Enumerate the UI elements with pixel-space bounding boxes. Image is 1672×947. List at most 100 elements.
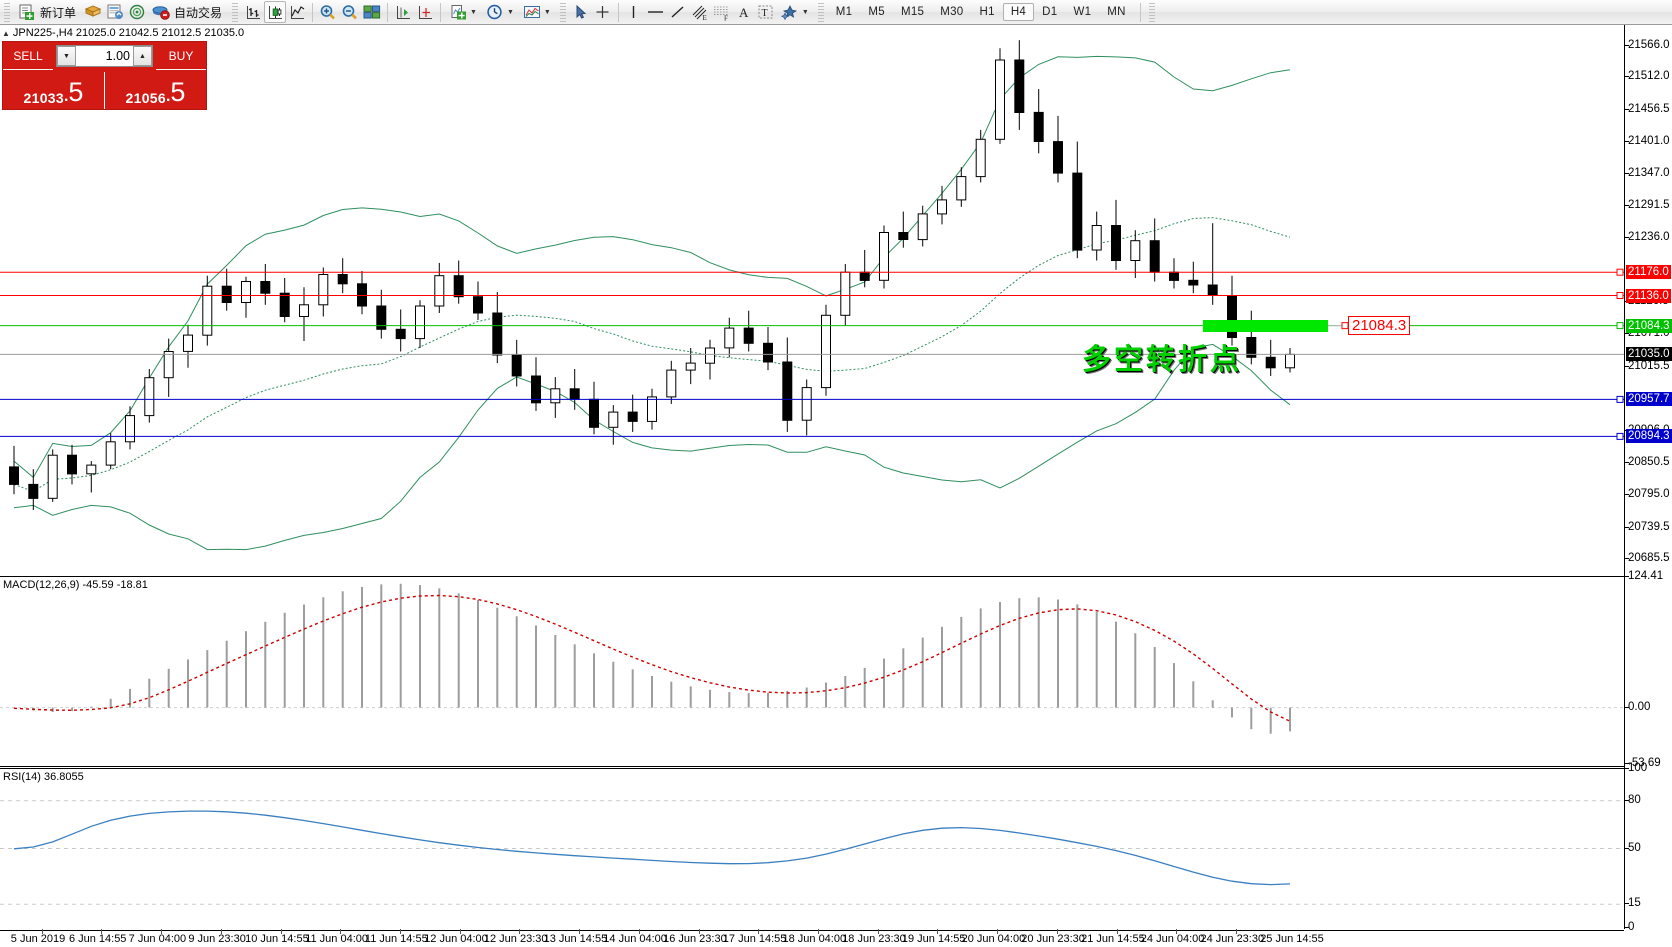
shapes-button[interactable]: ▼ bbox=[777, 1, 814, 24]
buy-button[interactable]: BUY bbox=[156, 43, 206, 70]
price-tick-label: 21347.0 bbox=[1628, 166, 1670, 179]
rsi-label: RSI(14) 36.8055 bbox=[3, 771, 84, 783]
add-indicator-button[interactable]: ▼ bbox=[445, 1, 482, 24]
macd-pane[interactable]: MACD(12,26,9) -45.59 -18.81 bbox=[0, 576, 1624, 767]
macd-tick-mark bbox=[1625, 576, 1629, 577]
price-level-label-last-price[interactable]: 21035.0 bbox=[1626, 347, 1672, 362]
trendline-icon[interactable] bbox=[667, 1, 689, 23]
price-level-label-resistance[interactable]: 21176.0 bbox=[1626, 265, 1671, 280]
price-tick-label: 21456.5 bbox=[1628, 102, 1670, 115]
toolbar-grip-2[interactable] bbox=[232, 2, 239, 22]
new-order-button[interactable]: 新订单 bbox=[14, 1, 82, 24]
toolbar-grip-4[interactable] bbox=[817, 2, 824, 22]
vertical-line-icon[interactable] bbox=[623, 1, 645, 23]
price-level-label-support[interactable]: 20894.3 bbox=[1626, 429, 1672, 444]
bar-chart-icon[interactable] bbox=[242, 1, 264, 23]
timeframe-mn[interactable]: MN bbox=[1107, 6, 1126, 18]
timeframe-h1[interactable]: H1 bbox=[979, 6, 995, 18]
equidistant-channel-icon[interactable]: E bbox=[689, 1, 711, 23]
shapes-icon bbox=[779, 1, 801, 23]
price-axis[interactable]: 21566.0 21512.0 21456.5 21401.0 21347.0 21291… bbox=[1624, 25, 1672, 933]
sell-button[interactable]: SELL bbox=[3, 43, 53, 70]
rsi-tick-label: 15 bbox=[1628, 897, 1641, 910]
ask-price[interactable]: 21056. 5 bbox=[105, 70, 206, 109]
profiles-icon[interactable] bbox=[82, 1, 104, 23]
timeframe-m1[interactable]: M1 bbox=[835, 6, 853, 18]
highlight-rectangle[interactable] bbox=[1203, 319, 1328, 332]
time-tick-label: 18 Jun 04:00 bbox=[782, 933, 847, 945]
chart-annotation-text[interactable]: 多空转折点 bbox=[1082, 341, 1243, 376]
rsi-tick-mark bbox=[1625, 903, 1629, 905]
time-tick-label: 11 Jun 14:55 bbox=[364, 933, 428, 945]
macd-tick-mark bbox=[1625, 763, 1629, 764]
timeframe-m15[interactable]: M15 bbox=[900, 6, 925, 18]
chart-root[interactable]: 多空转折点 21084.3 MACD(12,26,9) -45.59 -18.8… bbox=[0, 25, 1672, 947]
time-tick-label: 18 Jun 23:30 bbox=[842, 933, 906, 945]
auto-scroll-icon[interactable] bbox=[414, 1, 436, 23]
zoom-in-icon[interactable] bbox=[317, 1, 339, 23]
chevron-down-icon-4[interactable]: ▼ bbox=[801, 8, 809, 16]
bid-price[interactable]: 21033. 5 bbox=[3, 70, 104, 109]
volume-down-button[interactable]: ▼ bbox=[57, 46, 76, 66]
toolbar-grip-3[interactable] bbox=[559, 2, 566, 22]
time-tick-mark bbox=[400, 929, 401, 934]
rsi-tick-label: 100 bbox=[1628, 762, 1648, 774]
tile-windows-icon[interactable] bbox=[361, 1, 383, 23]
bid-integer: 21033 bbox=[23, 90, 64, 106]
market-watch-icon[interactable] bbox=[104, 1, 126, 23]
price-level-label-resistance[interactable]: 21136.0 bbox=[1626, 288, 1671, 303]
new-order-label: 新订单 bbox=[40, 5, 77, 20]
period-icon bbox=[484, 1, 506, 23]
rsi-pane[interactable]: RSI(14) 36.8055 bbox=[0, 768, 1624, 931]
time-tick-mark bbox=[638, 929, 640, 934]
toolbar-separator-5 bbox=[1139, 2, 1141, 22]
horizontal-line-icon[interactable] bbox=[645, 1, 667, 23]
price-level-label-pivot[interactable]: 21084.3 bbox=[1626, 318, 1672, 333]
price-tick-mark bbox=[1625, 44, 1629, 46]
time-tick-mark bbox=[758, 929, 760, 934]
collapse-triangle-icon[interactable]: ▲ bbox=[2, 29, 10, 38]
toolbar-grip-5[interactable] bbox=[1148, 2, 1155, 22]
text-icon[interactable]: A bbox=[733, 1, 755, 23]
rsi-tick-label: 0 bbox=[1628, 921, 1635, 933]
volume-input[interactable]: 1.00 bbox=[105, 49, 130, 63]
time-tick-mark bbox=[937, 929, 939, 934]
price-tick-mark bbox=[1625, 204, 1629, 206]
shift-end-icon[interactable] bbox=[392, 1, 414, 23]
time-tick-label: 12 Jun 23:30 bbox=[483, 933, 548, 945]
text-label-icon[interactable]: T bbox=[755, 1, 777, 23]
fibonacci-icon[interactable]: F bbox=[711, 1, 733, 23]
time-tick-mark bbox=[519, 929, 521, 934]
price-pane[interactable]: 多空转折点 21084.3 bbox=[0, 25, 1624, 573]
period-button[interactable]: ▼ bbox=[482, 1, 519, 24]
time-tick-label: 24 Jun 04:00 bbox=[1140, 933, 1205, 945]
timeframe-m5[interactable]: M5 bbox=[868, 6, 885, 18]
candlestick-chart-icon[interactable] bbox=[264, 1, 287, 23]
line-chart-icon[interactable] bbox=[286, 1, 308, 23]
autotrade-button[interactable]: 自动交易 bbox=[148, 1, 228, 24]
time-tick-mark bbox=[997, 929, 999, 934]
level-callout-label[interactable]: 21084.3 bbox=[1348, 315, 1411, 335]
one-click-trading-panel[interactable]: SELL ▼ 1.00 ▲ BUY 21033. 5 21056. 5 bbox=[2, 41, 207, 110]
timeframe-m30[interactable]: M30 bbox=[940, 6, 964, 18]
time-axis[interactable]: 5 Jun 2019 6 Jun 14:55 7 Jun 04:00 9 Jun 23… bbox=[0, 929, 1672, 947]
toolbar-grip[interactable] bbox=[4, 2, 10, 22]
zoom-out-icon[interactable] bbox=[339, 1, 361, 23]
navigator-icon[interactable] bbox=[126, 1, 148, 23]
volume-stepper[interactable]: ▼ 1.00 ▲ bbox=[56, 45, 153, 67]
timeframe-d1[interactable]: D1 bbox=[1042, 6, 1058, 18]
timeframe-h4[interactable]: H4 bbox=[1002, 3, 1035, 21]
cursor-icon[interactable] bbox=[570, 1, 592, 23]
time-tick-mark bbox=[877, 929, 879, 934]
one-click-top-row: SELL ▼ 1.00 ▲ BUY bbox=[3, 42, 206, 70]
chevron-down-icon-3[interactable]: ▼ bbox=[543, 8, 551, 16]
templates-button[interactable]: ▼ bbox=[519, 1, 556, 24]
chevron-down-icon-2[interactable]: ▼ bbox=[506, 8, 514, 16]
price-level-label-support[interactable]: 20957.7 bbox=[1626, 392, 1672, 407]
crosshair-icon[interactable] bbox=[592, 1, 614, 23]
price-tick-mark bbox=[1625, 333, 1629, 335]
chevron-down-icon[interactable]: ▼ bbox=[470, 8, 477, 16]
volume-up-button[interactable]: ▲ bbox=[133, 46, 152, 66]
time-tick-mark bbox=[1116, 929, 1118, 934]
timeframe-w1[interactable]: W1 bbox=[1073, 6, 1092, 18]
